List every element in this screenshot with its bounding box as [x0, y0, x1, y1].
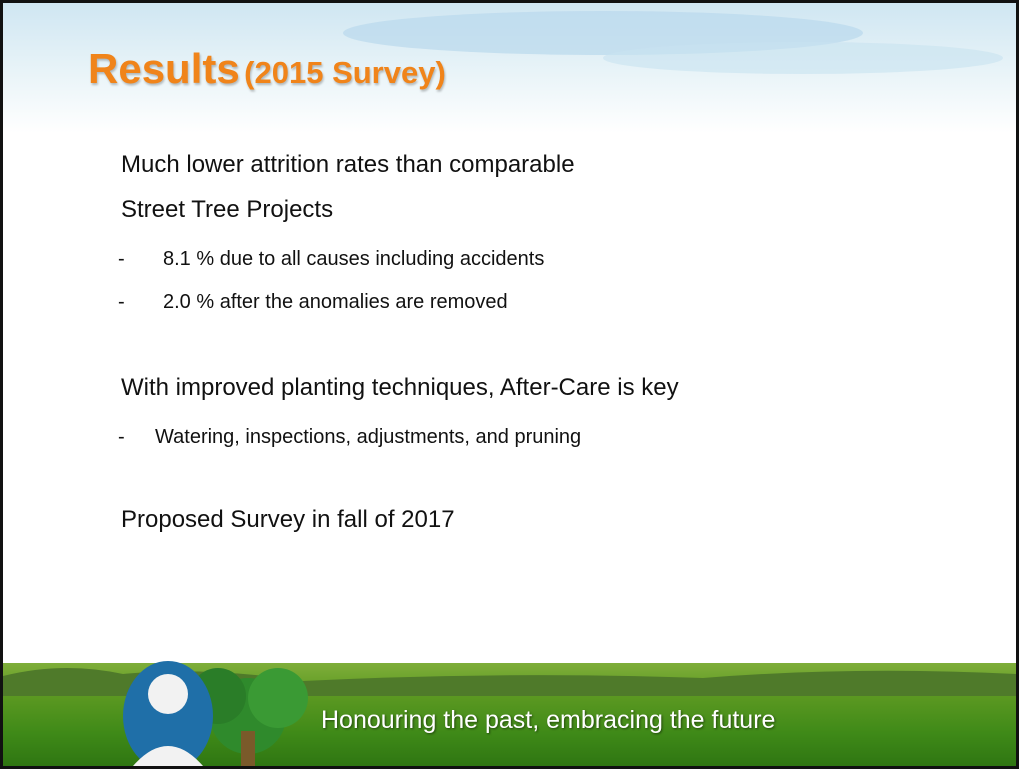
title-sub: (2015 Survey) [244, 55, 446, 90]
slide-title: Results (2015 Survey) [88, 45, 446, 93]
bullet-text: 8.1 % due to all causes including accide… [163, 248, 544, 271]
bullet-marker: - [118, 248, 125, 271]
body-text: Street Tree Projects [121, 196, 333, 224]
body-text: Much lower attrition rates than comparab… [121, 151, 575, 179]
footer: Honouring the past, embracing the future [321, 706, 775, 735]
bullet-text: 2.0 % after the anomalies are removed [163, 291, 508, 314]
bullet-marker: - [118, 291, 125, 314]
logo [3, 636, 1016, 766]
bullet-marker: - [118, 426, 125, 449]
body-text: Proposed Survey in fall of 2017 [121, 506, 455, 534]
title-main: Results [88, 45, 240, 92]
bullet-text: Watering, inspections, adjustments, and … [155, 426, 581, 449]
slide: Results (2015 Survey) Much lower attriti… [0, 0, 1019, 769]
body-text: With improved planting techniques, After… [121, 374, 679, 402]
